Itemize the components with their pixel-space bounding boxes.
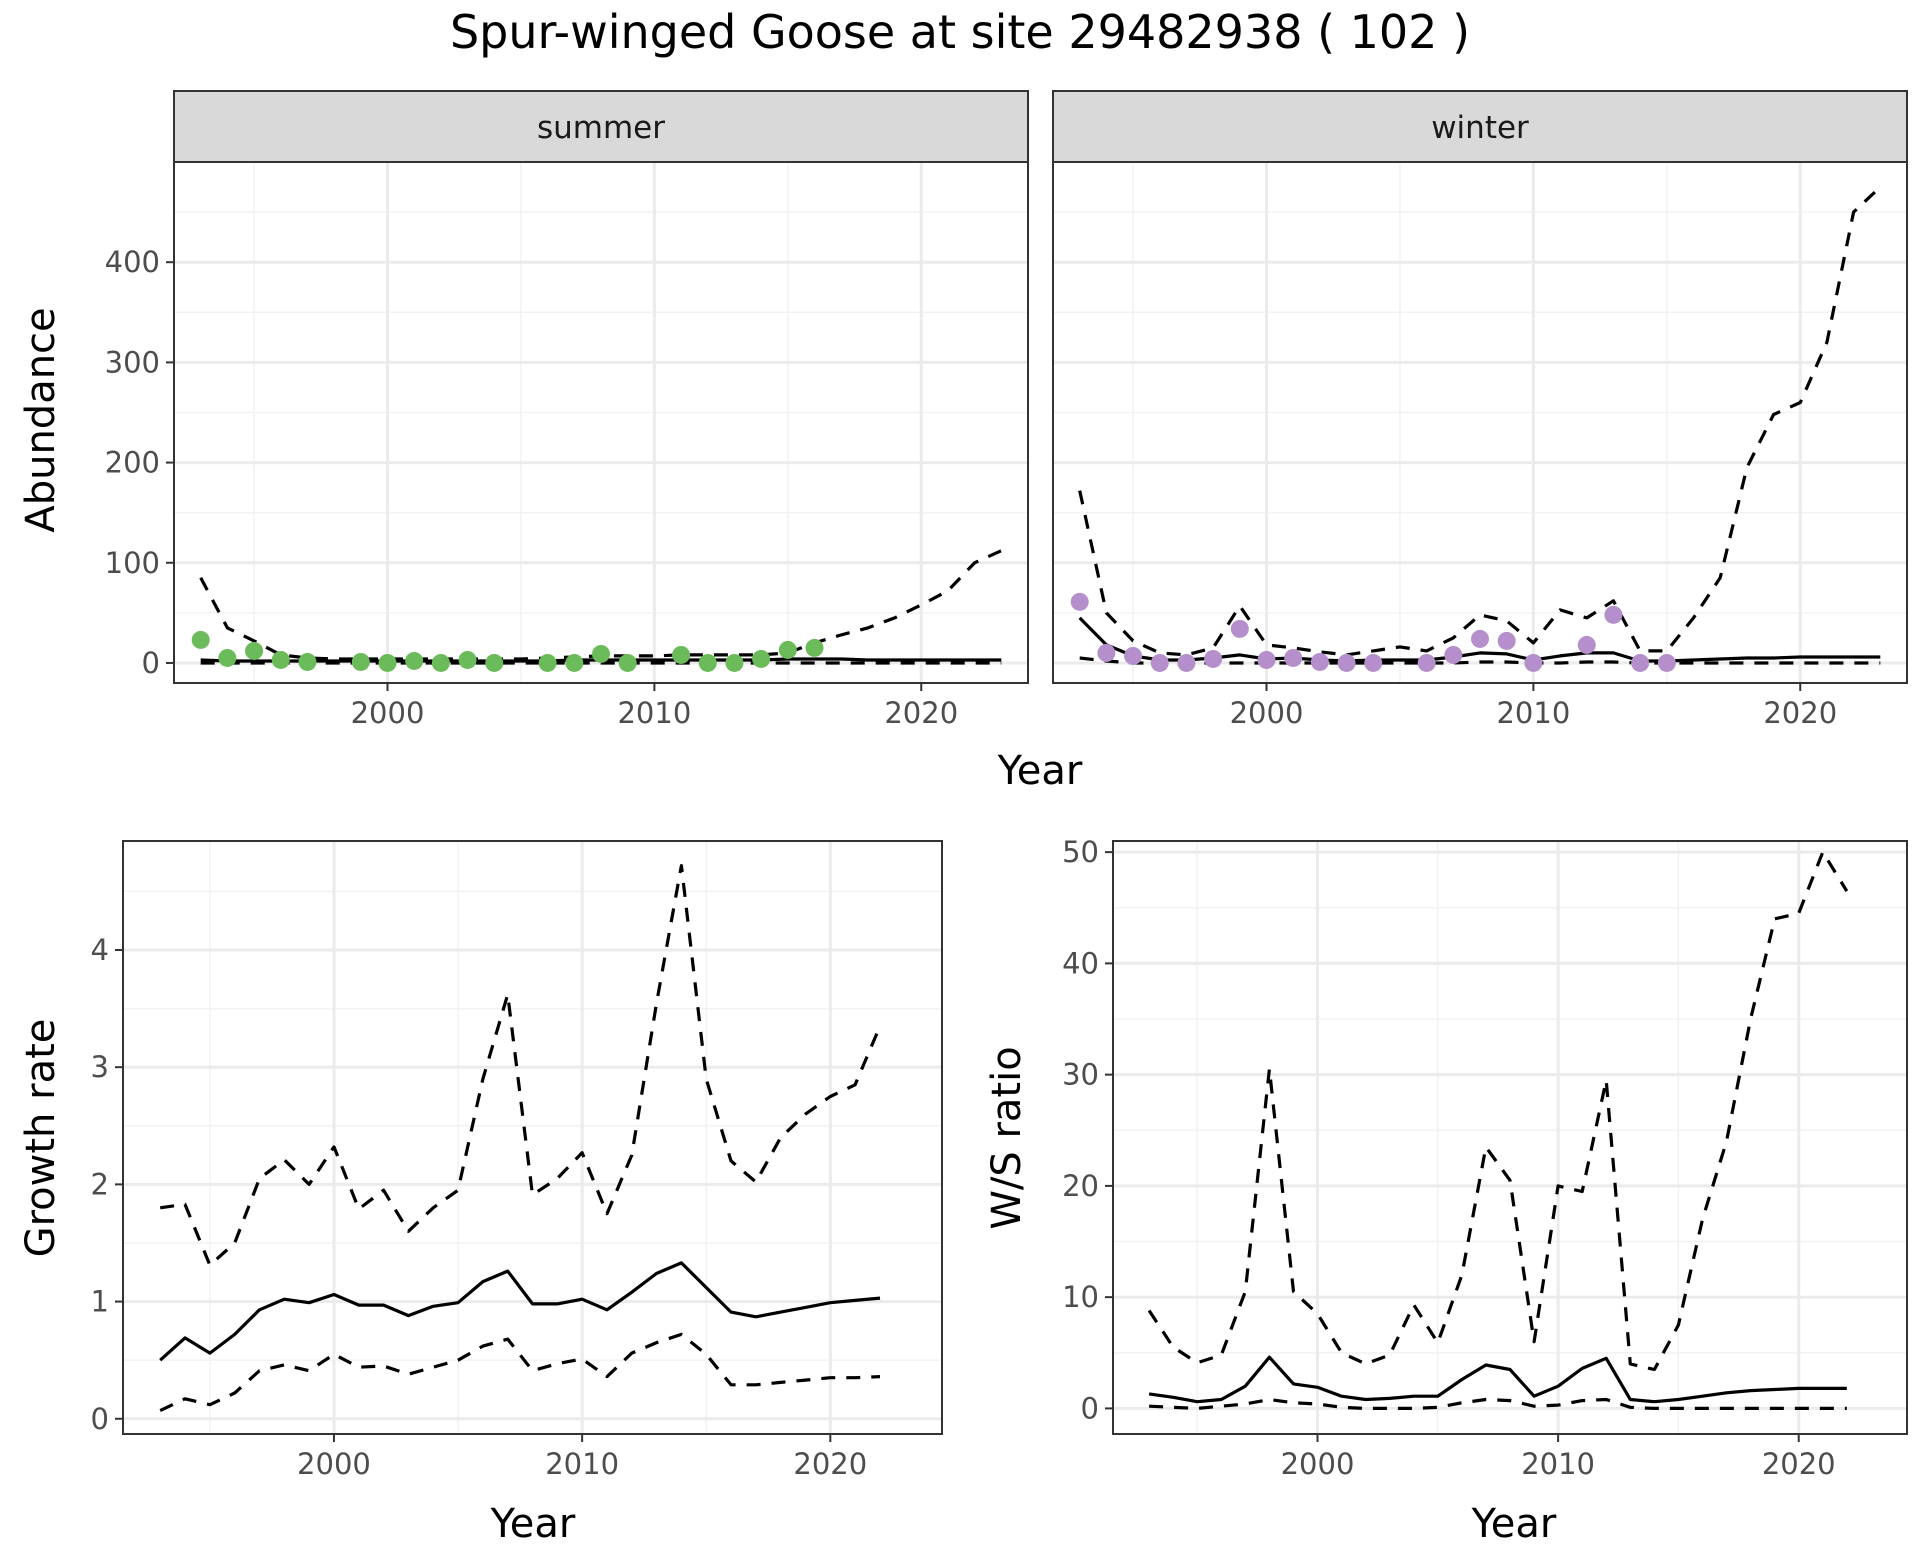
observation-point xyxy=(218,648,237,667)
observation-point xyxy=(1230,619,1249,638)
y-tick-label: 20 xyxy=(1062,1169,1099,1203)
observation-point xyxy=(752,649,771,668)
observation-point xyxy=(378,653,397,672)
y-tick-label: 300 xyxy=(105,345,160,379)
x-tick-label: 2000 xyxy=(1281,1447,1355,1481)
observation-point xyxy=(405,651,424,670)
ws-y-axis-title: W/S ratio xyxy=(984,1046,1030,1229)
observation-point xyxy=(1471,629,1489,648)
observation-point xyxy=(1097,643,1116,662)
summer-strip-label: summer xyxy=(537,110,665,146)
observation-point xyxy=(1577,635,1596,654)
y-tick-label: 0 xyxy=(1081,1391,1099,1425)
summer-strip xyxy=(173,90,1029,163)
y-tick-label: 1 xyxy=(91,1285,109,1319)
ws-x-axis-title: Year xyxy=(1471,1501,1557,1547)
observation-point xyxy=(538,653,557,672)
observation-point xyxy=(485,653,504,672)
observation-point xyxy=(1604,605,1623,624)
winter-strip xyxy=(1052,90,1908,163)
growth-y-axis-title: Growth rate xyxy=(18,1019,64,1258)
observation-point xyxy=(565,653,584,672)
y-tick-label: 0 xyxy=(142,646,160,680)
y-tick-label: 3 xyxy=(91,1050,109,1084)
y-tick-label: 2 xyxy=(91,1167,109,1201)
observation-point xyxy=(1284,648,1303,667)
panel-border xyxy=(122,840,943,1435)
panel-border xyxy=(1052,161,1908,684)
growth-rate-panel: 2000 2010 2020 0 1 2 3 4 xyxy=(91,840,943,1481)
observation-point xyxy=(1417,653,1436,672)
observation-point xyxy=(1310,652,1329,671)
observation-point xyxy=(1444,645,1463,664)
observation-point xyxy=(245,641,264,660)
x-tick-label: 2010 xyxy=(617,696,691,730)
observation-point xyxy=(592,644,610,663)
observation-point xyxy=(1257,650,1276,669)
ws-ratio-panel: 2000 2010 2020 0 10 20 30 40 50 xyxy=(1062,835,1908,1481)
top-y-axis-title: Abundance xyxy=(18,307,64,532)
x-tick-label: 2010 xyxy=(1496,696,1570,730)
x-tick-label: 2020 xyxy=(793,1447,867,1481)
observation-point xyxy=(271,650,290,669)
winter-strip-label: winter xyxy=(1431,110,1529,146)
panel-background xyxy=(1113,841,1907,1434)
fitted-trend-line xyxy=(159,1261,881,1362)
x-tick-label: 2000 xyxy=(297,1447,371,1481)
x-tick-label: 2000 xyxy=(351,696,425,730)
x-tick-label: 2020 xyxy=(1762,1447,1836,1481)
panel-background xyxy=(1053,162,1907,683)
observation-point xyxy=(458,650,477,669)
y-tick-label: 0 xyxy=(91,1402,109,1436)
observation-point xyxy=(618,653,637,672)
observation-point xyxy=(1524,653,1543,672)
observation-point xyxy=(1337,653,1356,672)
y-tick-label: 100 xyxy=(105,546,160,580)
observation-point xyxy=(1631,653,1650,672)
y-tick-label: 400 xyxy=(105,245,160,279)
observation-point xyxy=(672,645,691,664)
growth-x-axis-title: Year xyxy=(490,1501,576,1547)
x-tick-label: 2000 xyxy=(1230,696,1304,730)
y-tick-label: 4 xyxy=(91,933,109,967)
y-tick-label: 50 xyxy=(1062,835,1099,869)
panel-border xyxy=(1112,840,1908,1435)
observation-point xyxy=(1070,592,1089,611)
y-tick-label: 40 xyxy=(1062,946,1099,980)
observation-point xyxy=(1364,653,1383,672)
observation-point xyxy=(1124,646,1143,665)
observation-point xyxy=(351,652,370,671)
x-tick-label: 2010 xyxy=(1521,1447,1595,1481)
observation-point xyxy=(1657,653,1676,672)
observation-point xyxy=(1150,653,1169,672)
observation-point xyxy=(431,653,450,672)
panel-background xyxy=(123,841,942,1434)
panel-background xyxy=(174,162,1028,683)
x-tick-label: 2020 xyxy=(1763,696,1837,730)
x-tick-label: 2020 xyxy=(884,696,958,730)
winter-abundance-panel: 2000 2010 2020 xyxy=(1052,161,1908,730)
y-tick-label: 10 xyxy=(1062,1280,1099,1314)
observation-point xyxy=(1177,653,1196,672)
y-tick-label: 200 xyxy=(105,446,160,480)
summer-abundance-panel: 2000 2010 2020 0 100 200 300 400 xyxy=(105,161,1029,730)
observation-point xyxy=(805,638,824,657)
observation-point xyxy=(725,653,744,672)
observation-point xyxy=(1204,649,1223,668)
observation-point xyxy=(698,653,717,672)
top-x-axis-title: Year xyxy=(997,748,1083,794)
observation-point xyxy=(1497,631,1516,650)
lower-bound-line xyxy=(1149,1397,1847,1410)
observation-point xyxy=(778,640,797,659)
observation-point xyxy=(191,630,210,649)
y-tick-label: 30 xyxy=(1062,1058,1099,1092)
upper-bound-line xyxy=(1147,850,1849,1372)
fitted-trend-line xyxy=(1148,1355,1847,1404)
panel-border xyxy=(173,161,1029,684)
chart-title: Spur-winged Goose at site 29482938 ( 102… xyxy=(450,5,1470,59)
lower-bound-line xyxy=(159,1332,881,1413)
observation-point xyxy=(298,652,317,671)
x-tick-label: 2010 xyxy=(545,1447,619,1481)
